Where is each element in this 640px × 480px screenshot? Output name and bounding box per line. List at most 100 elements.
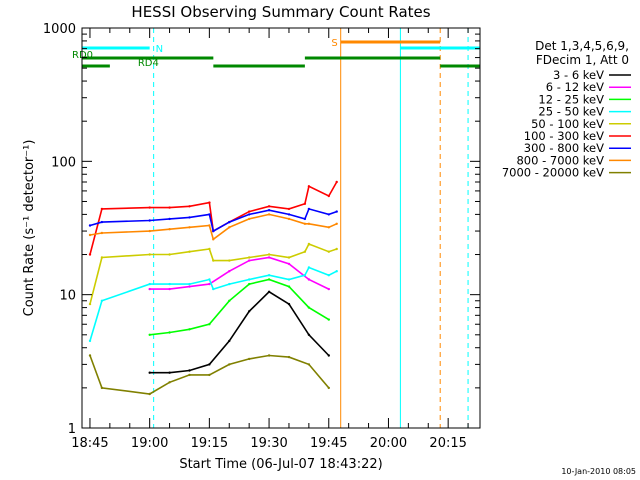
series-3-point-3	[168, 282, 171, 286]
series-7-point-12	[307, 222, 311, 225]
legend-label-3: 25 - 50 keV	[538, 105, 604, 119]
series-8-point-10	[307, 363, 311, 366]
series-6-point-13	[327, 213, 330, 216]
series-2	[148, 278, 330, 336]
series-8-point-9	[287, 355, 291, 359]
series-7-point-0	[88, 233, 92, 237]
series-3-point-11	[303, 274, 307, 277]
series-6	[88, 207, 338, 233]
series-4-point-2	[148, 253, 151, 256]
series-6-point-9	[267, 209, 271, 212]
series-3-point-14	[335, 270, 338, 273]
series-1-point-5	[248, 259, 251, 262]
series-8-point-5	[208, 373, 211, 377]
x-tick-label-0: 18:45	[71, 436, 108, 451]
series-2-point-6	[267, 278, 271, 281]
series-2-point-9	[327, 318, 330, 321]
series-line-2	[149, 278, 330, 336]
series-4-point-11	[303, 250, 307, 253]
series-3-point-4	[188, 282, 191, 286]
series-8	[88, 354, 330, 396]
legend-label-4: 50 - 100 keV	[531, 117, 604, 131]
legend-label-1: 6 - 12 keV	[546, 80, 604, 94]
series-6-point-8	[248, 213, 251, 216]
y-tick-label-0: 1	[68, 422, 76, 437]
series-5-point-4	[188, 205, 191, 208]
series-5-point-8	[248, 210, 251, 213]
series-3-point-9	[267, 274, 271, 277]
legend-header-1: FDecim 1, Att 0	[536, 53, 629, 67]
series-7-point-14	[335, 222, 338, 225]
series-5-point-1	[100, 207, 104, 211]
legend-label-5: 100 - 300 keV	[524, 129, 604, 143]
series-7-point-5	[208, 224, 211, 227]
series-0-point-8	[307, 333, 311, 336]
series-5-point-14	[335, 180, 338, 184]
series-0-point-6	[267, 290, 271, 293]
series-8-point-11	[327, 386, 330, 390]
flag-label-1: S	[331, 38, 337, 49]
x-tick-label-5: 20:00	[370, 436, 407, 451]
legend-label-7: 800 - 7000 keV	[516, 153, 604, 167]
y-tick-label-2: 100	[51, 155, 76, 170]
series-2-point-8	[307, 306, 311, 309]
legend-header-0: Det 1,3,4,5,6,9,	[535, 39, 629, 53]
flag-bars: N S RD0 RD4	[72, 38, 480, 69]
series-7-point-4	[188, 226, 191, 229]
series-0-point-9	[327, 354, 330, 357]
series-5-point-11	[303, 202, 307, 205]
series-5-point-5	[208, 201, 211, 204]
series-4-point-4	[188, 250, 191, 253]
series-5-point-10	[287, 207, 291, 211]
series-4-point-13	[327, 250, 330, 253]
series-5-point-3	[168, 206, 171, 209]
series-2-point-5	[248, 282, 251, 286]
series-8-point-4	[188, 373, 191, 377]
series-7-point-13	[327, 226, 330, 229]
axes: 18:45 19:00 19:15 19:30 19:45 20:00 20:15 1 10 10…	[43, 22, 480, 451]
series-7-point-9	[267, 213, 271, 216]
legend-label-8: 7000 - 20000 keV	[502, 166, 604, 180]
series-4-point-8	[248, 256, 251, 259]
series-6-point-6	[212, 229, 215, 233]
series-2-point-1	[168, 331, 171, 334]
series-1-point-0	[148, 287, 151, 291]
vertical-markers	[153, 28, 469, 428]
x-axis-label: Start Time (06-Jul-07 18:43:22)	[179, 457, 382, 472]
series-7-point-7	[228, 226, 231, 229]
series-0	[148, 290, 330, 374]
series-4-point-7	[228, 259, 231, 262]
series-1	[148, 256, 330, 291]
series-4	[88, 242, 338, 306]
y-tick-label-3: 1000	[43, 22, 76, 37]
series-line-1	[149, 256, 330, 290]
series-4-point-10	[287, 256, 291, 259]
series-0-point-3	[208, 363, 211, 366]
series-7-point-6	[212, 238, 215, 241]
series-0-point-2	[188, 369, 191, 372]
series-1-point-3	[208, 282, 211, 286]
series-8-point-6	[228, 363, 231, 366]
series-3-point-13	[327, 274, 330, 277]
timestamp: 10-Jan-2010 08:05	[561, 467, 636, 476]
x-tick-label-3: 19:30	[250, 436, 287, 451]
series-0-point-7	[287, 302, 291, 306]
series-7-point-10	[287, 217, 291, 221]
series-8-point-0	[88, 354, 92, 357]
series-3-point-8	[248, 278, 251, 281]
series-2-point-3	[208, 323, 211, 326]
series-1-point-1	[168, 287, 171, 291]
series-6-point-1	[100, 220, 104, 224]
legend: Det 1,3,4,5,6,9,FDecim 1, Att 03 - 6 keV…	[502, 39, 631, 180]
series-8-point-7	[248, 357, 251, 361]
series-6-point-11	[303, 217, 307, 221]
series-3-point-5	[208, 278, 211, 281]
series-0-point-0	[148, 371, 151, 374]
series-3-point-6	[212, 287, 215, 291]
series-4-point-5	[208, 247, 211, 251]
series-4-point-3	[168, 253, 171, 256]
series-7-point-2	[148, 229, 151, 233]
series-6-point-10	[287, 213, 291, 216]
series-6-point-14	[335, 210, 338, 213]
